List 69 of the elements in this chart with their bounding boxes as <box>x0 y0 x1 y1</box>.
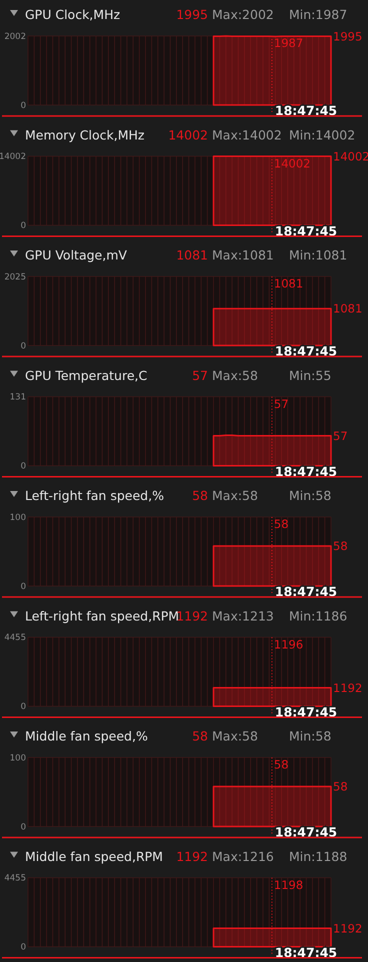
annotation: 18:47:45 <box>274 103 338 118</box>
chart-title: Left-right fan speed,% <box>25 488 164 503</box>
text: Max:58 <box>212 368 258 383</box>
text: 1081 <box>176 248 208 262</box>
text: 1192 <box>333 680 362 695</box>
text: Max:58 <box>212 728 258 744</box>
text: Min:58 <box>289 728 332 744</box>
y-tick-label: 0 <box>20 822 26 832</box>
annotation: 18:47:45 <box>274 584 338 599</box>
text: 58 <box>192 488 208 503</box>
text: Min:58 <box>289 488 332 503</box>
y-tick-label: 0 <box>20 100 26 111</box>
text: Max:1216 <box>212 848 274 864</box>
annotation: 1196 <box>274 637 304 652</box>
chart-title: Memory Clock,MHz <box>25 127 145 142</box>
text: 1192 <box>176 848 208 864</box>
y-tick-label: 4455 <box>4 633 26 644</box>
y-tick-label: 2002 <box>4 32 26 42</box>
annotation: 18:47:45 <box>274 464 338 479</box>
y-tick-label: 0 <box>20 341 26 352</box>
annotation: 18:47:45 <box>274 223 338 238</box>
text: Max:1081 <box>212 248 274 262</box>
chart-title: Middle fan speed,RPM <box>25 848 163 864</box>
annotation: 58 <box>274 758 289 772</box>
y-tick-label: 14002 <box>0 152 26 162</box>
y-tick-label: 0 <box>20 702 26 712</box>
annotation: 18:47:45 <box>274 944 338 960</box>
y-tick-label: 2025 <box>4 272 26 282</box>
text: 57 <box>192 368 208 383</box>
y-tick-label: 100 <box>10 753 26 764</box>
text: Min:1081 <box>289 248 348 262</box>
text: 57 <box>333 428 348 443</box>
y-tick-label: 4455 <box>4 874 26 884</box>
text: 1995 <box>333 29 362 44</box>
annotation: 1198 <box>274 878 304 892</box>
text: Max:58 <box>212 488 258 503</box>
text: 14002 <box>168 127 208 142</box>
chart-title: GPU Temperature,C <box>25 368 148 383</box>
y-tick-label: 0 <box>20 582 26 592</box>
text: Min:55 <box>289 368 332 383</box>
annotation: 1081 <box>274 276 304 290</box>
chart-title: GPU Clock,MHz <box>25 7 120 22</box>
text: Max:14002 <box>212 127 282 142</box>
y-tick-label: 131 <box>10 392 26 403</box>
text: Min:1987 <box>289 7 348 22</box>
text: 1192 <box>333 921 362 936</box>
y-tick-label: 100 <box>10 512 26 523</box>
text: Min:1186 <box>289 608 348 624</box>
annotation: 18:47:45 <box>274 344 338 358</box>
chart-title: Middle fan speed,% <box>25 728 148 744</box>
text: Min:1188 <box>289 848 348 864</box>
y-tick-label: 0 <box>20 462 26 472</box>
annotation: 14002 <box>274 156 311 170</box>
text: 1995 <box>176 7 208 22</box>
annotation: 57 <box>274 396 289 411</box>
text: 1081 <box>333 302 362 316</box>
y-tick-label: 0 <box>20 942 26 953</box>
text: 58 <box>333 780 348 794</box>
text: Max:1213 <box>212 608 274 624</box>
text: Max:2002 <box>212 7 274 22</box>
y-tick-label: 0 <box>20 221 26 232</box>
text: Min:14002 <box>289 127 356 142</box>
annotation: 18:47:45 <box>274 824 338 840</box>
annotation: 58 <box>274 517 289 531</box>
text: 58 <box>192 728 208 744</box>
annotation: 1987 <box>274 36 304 50</box>
chart-title: GPU Voltage,mV <box>25 248 128 262</box>
annotation: 18:47:45 <box>274 704 338 720</box>
text: 58 <box>333 539 348 554</box>
